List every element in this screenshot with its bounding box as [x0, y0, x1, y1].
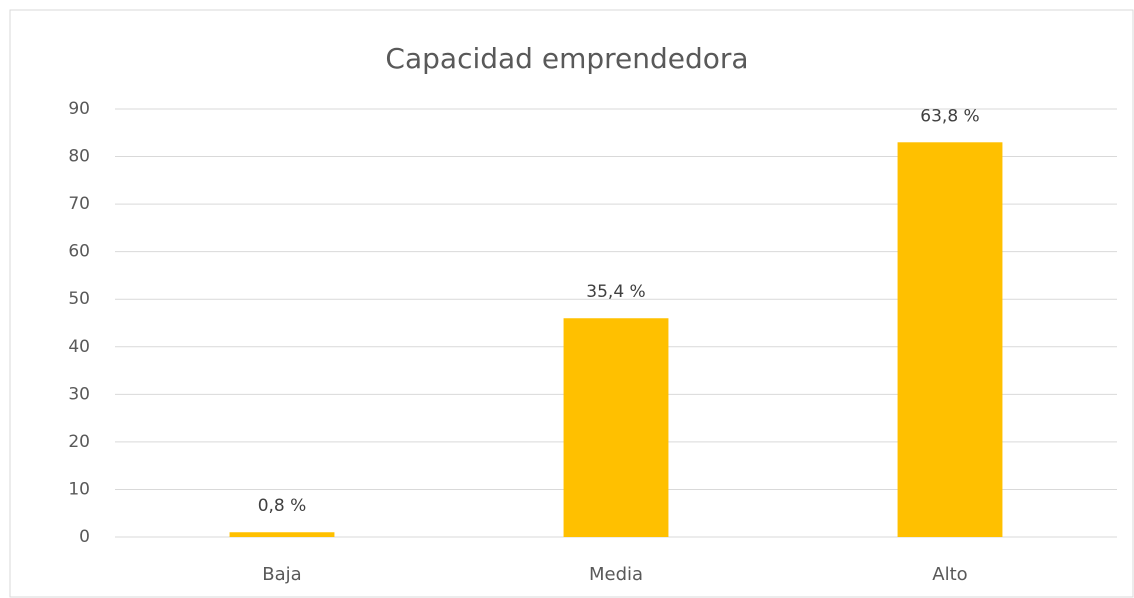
y-tick-label: 30 [68, 384, 90, 404]
data-label: 63,8 % [920, 106, 979, 126]
y-tick-label: 50 [68, 289, 90, 309]
y-tick-label: 70 [68, 194, 90, 214]
chart-title: Capacidad emprendedora [385, 42, 748, 75]
data-label: 35,4 % [586, 282, 645, 302]
y-tick-label: 60 [68, 242, 90, 262]
x-tick-label: Baja [262, 564, 301, 585]
bar [230, 532, 335, 537]
y-tick-label: 40 [68, 337, 90, 357]
y-tick-label: 10 [68, 479, 90, 499]
x-tick-label: Alto [932, 564, 967, 585]
x-tick-label: Media [589, 564, 643, 585]
data-label: 0,8 % [258, 496, 307, 516]
y-tick-label: 90 [68, 99, 90, 119]
bar [898, 142, 1003, 537]
page: {"chart_data": {"type": "bar", "title": … [0, 0, 1134, 598]
y-tick-label: 0 [79, 527, 90, 547]
chart: Capacidad emprendedora 0 10 20 30 40 50 60 70 80… [0, 0, 1134, 598]
y-tick-label: 80 [68, 147, 90, 167]
bar [564, 318, 669, 537]
y-tick-label: 20 [68, 432, 90, 452]
